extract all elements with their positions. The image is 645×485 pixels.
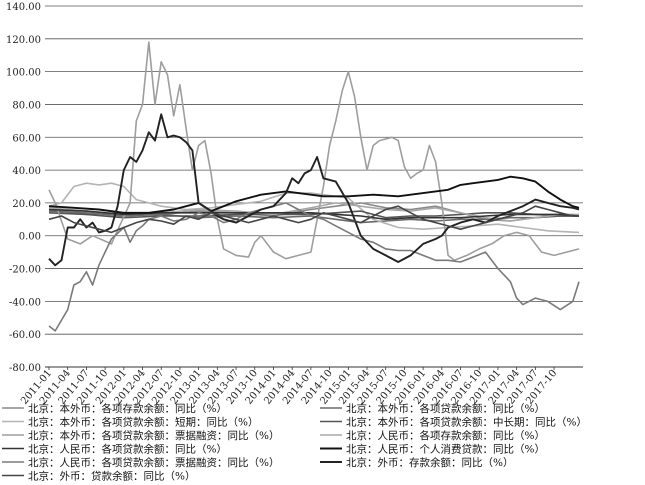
legend-label: 北京：外币：贷款余额：同比（%）: [28, 470, 195, 483]
legend-label: 北京：人民币：各项存款余额：同比（%）: [346, 429, 545, 442]
series-line-10: [48, 113, 580, 267]
y-tick-label: 40.00: [12, 166, 41, 177]
legend-label: 北京：人民币：各项贷款余额：同比（%）: [28, 443, 227, 456]
y-tick-label: -60.00: [9, 330, 41, 341]
legend: 北京：本外币：各项存款余额：同比（%） 北京：本外币：各项贷款余额：同比（%）北京…: [2, 402, 587, 483]
legend-label: 北京：外币：存款余额：同比（%）: [346, 456, 513, 469]
x-axis-ticks: 2011-012011-042011-072011-102012-012012-…: [19, 367, 559, 407]
y-tick-label: 100.00: [6, 68, 41, 79]
y-tick-label: 140.00: [6, 2, 41, 13]
series-line-5: [48, 41, 580, 262]
series-line-8: [48, 175, 580, 214]
y-tick-label: 120.00: [6, 35, 41, 46]
y-tick-label: -20.00: [9, 265, 41, 276]
legend-label: 北京：本外币：各项存款余额：同比（%）: [28, 402, 227, 415]
y-tick-label: 60.00: [12, 133, 41, 144]
series-line-11: [48, 205, 579, 234]
legend-label: 北京：本外币：各项贷款余额：短期：同比（%）: [28, 416, 258, 429]
y-tick-label: -40.00: [9, 297, 41, 308]
series-lines: [48, 41, 580, 332]
legend-label: 北京：人民币：各项贷款余额：票据融资：同比（%）: [28, 456, 279, 469]
legend-label: 北京：本外币：各项贷款余额：中长期：同比（%）: [346, 416, 587, 429]
series-line-7: [48, 208, 580, 221]
legend-label: 北京：本外币：各项贷款余额：同比（%）: [346, 402, 545, 415]
legend-label: 北京：本外币：各项贷款余额：票据融资：同比（%）: [28, 429, 279, 442]
y-tick-label: 0.00: [19, 232, 41, 243]
y-tick-label: 20.00: [12, 199, 41, 210]
y-tick-label: 80.00: [12, 100, 41, 111]
gridlines: [45, 5, 583, 335]
y-tick-label: -80.00: [9, 363, 41, 374]
series-line-9: [48, 202, 580, 332]
legend-label: 北京：人民币：个人消费贷款：同比（%）: [346, 443, 545, 456]
y-axis-ticks: 140.00 120.00 100.00 80.00 60.00 40.00 20.00 0.…: [6, 2, 41, 374]
series-line-3: [48, 182, 580, 234]
